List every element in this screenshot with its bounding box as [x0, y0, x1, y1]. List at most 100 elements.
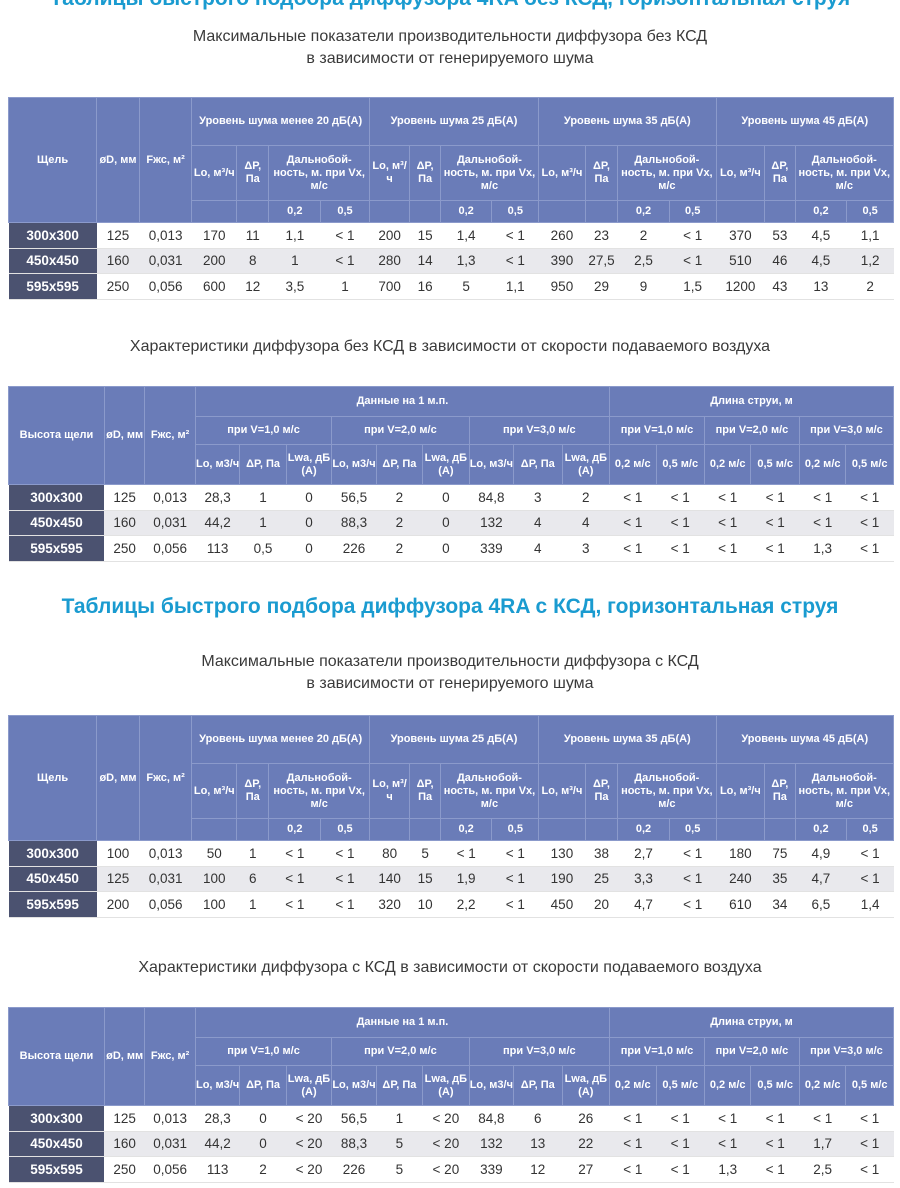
- table-cell: < 1: [704, 535, 751, 562]
- col-header-lo-blank: [538, 818, 586, 841]
- row-label: 595x595: [8, 535, 105, 562]
- table-cell: 5: [376, 1131, 423, 1157]
- col-header-dp: ΔP, Па: [584, 763, 619, 819]
- col-header-v02: 0,2: [439, 200, 493, 223]
- table-cell: < 1: [268, 866, 321, 892]
- table-cell: 3,3: [617, 866, 670, 892]
- table-cell: 1,3: [440, 248, 492, 274]
- table-cell: 6,5: [795, 891, 847, 918]
- col-header-s02: 0,2 м/с: [798, 444, 847, 485]
- table-cell: 1,4: [440, 222, 492, 249]
- table3-caption: Максимальные показатели производительнос…: [0, 651, 900, 695]
- table-cell: 0: [422, 535, 470, 562]
- table-row: 450x450 160 0,031 44,2 1 0 88,3 2 0 132 4 4 < 1 < 1 < …: [8, 510, 894, 536]
- table-cell: < 1: [656, 535, 705, 562]
- table-cell: 27,5: [585, 248, 618, 274]
- col-header-s02: 0,2 м/с: [703, 444, 752, 485]
- table-cell: 80: [369, 840, 410, 867]
- group-header-noise-25: Уровень шума 25 дБ(А): [368, 715, 540, 764]
- table-cell: 56,5: [331, 484, 377, 511]
- table-cell: 950: [538, 273, 586, 300]
- table-cell: 5: [440, 273, 492, 300]
- col-header-v05: 0,5: [320, 200, 370, 223]
- table-cell: 1200: [716, 273, 765, 300]
- col-header-dp: ΔP, Па: [375, 444, 424, 485]
- table-cell: < 1: [669, 222, 717, 249]
- table-cell: 88,3: [331, 510, 377, 536]
- table-cell: 125: [96, 866, 140, 892]
- table-cell: 200: [369, 222, 410, 249]
- table-cell: < 1: [750, 1105, 800, 1132]
- col-header-v02: 0,2: [794, 200, 848, 223]
- table-cell: 16: [409, 273, 441, 300]
- table-cell: 34: [764, 891, 796, 918]
- jet-speed-header-v3: при V=3,0 м/с: [798, 1037, 895, 1066]
- table-cell: 10: [409, 891, 441, 918]
- col-header-s02: 0,2 м/с: [703, 1065, 752, 1106]
- table-cell: 180: [716, 840, 765, 867]
- table4-caption: Характеристики диффузора с КСД в зависим…: [138, 959, 762, 976]
- table-row: 450x450 125 0,031 100 6 < 1 < 1 140 15 1,9 < 1 190 2…: [8, 866, 894, 892]
- table-cell: 20: [585, 891, 618, 918]
- table-cell: < 1: [320, 891, 370, 918]
- table-cell: 4: [513, 535, 563, 562]
- table-cell: 260: [538, 222, 586, 249]
- col-header-dp-blank: [584, 200, 619, 223]
- col-header-lo-blank: [191, 200, 238, 223]
- group-header-data: Данные на 1 м.п.: [194, 386, 611, 417]
- table-cell: 3: [562, 535, 610, 562]
- col-header-dp: ΔP, Па: [764, 145, 796, 201]
- table-row: 300x300 125 0,013 170 11 1,1 < 1 200 15 1,4 < 1 260…: [8, 222, 894, 249]
- table-row: 300x300 100 0,013 50 1 < 1 < 1 80 5 < 1 < 1 130 38 2,…: [8, 840, 894, 867]
- table-cell: 0,056: [144, 1156, 196, 1183]
- table-cell: < 1: [268, 891, 321, 918]
- table-row: 300x300 125 0,013 28,3 1 0 56,5 2 0 84,8 3 2 < 1 < 1 <…: [8, 484, 894, 511]
- table-cell: 84,8: [469, 484, 514, 511]
- group-header-noise-45: Уровень шума 45 дБ(А): [715, 97, 895, 146]
- table-cell: < 1: [846, 840, 894, 867]
- table2: Высота щели øD, мм Fжс, м² Данные на 1 м.п.…: [8, 386, 895, 562]
- table-cell: 610: [716, 891, 765, 918]
- col-header-v02: 0,2: [794, 818, 848, 841]
- table-cell: < 1: [491, 840, 539, 867]
- table-cell: 0,013: [139, 840, 192, 867]
- row-label: 450x450: [8, 1131, 105, 1157]
- table1-caption-line2: в зависимости от генерируемого шума: [306, 50, 594, 67]
- table-cell: 3,5: [268, 273, 321, 300]
- table-cell: 13: [795, 273, 847, 300]
- table-cell: 0: [239, 1131, 287, 1157]
- col-header-lo: Lo, м³/ч: [715, 763, 766, 819]
- table-cell: 0: [286, 484, 332, 511]
- table-cell: 160: [96, 248, 140, 274]
- table-cell: 8: [236, 248, 269, 274]
- table-cell: 43: [764, 273, 796, 300]
- col-header-s05: 0,5 м/с: [655, 1065, 705, 1106]
- col-header-v02: 0,2: [439, 818, 493, 841]
- table1: Щель øD, мм Fжс, м² Уровень шума менее 20 д…: [7, 97, 895, 300]
- table-cell: 0,056: [139, 273, 192, 300]
- col-header-v02: 0,2: [617, 200, 670, 223]
- table-cell: 4,7: [795, 866, 847, 892]
- table-cell: < 1: [656, 1156, 705, 1183]
- col-header-range: Дальнобой-ность, м. при Vx, м/с: [617, 145, 717, 201]
- col-header-dp: ΔP, Па: [409, 145, 441, 201]
- table-cell: < 1: [669, 891, 717, 918]
- row-label: 300x300: [8, 840, 97, 867]
- table-row: 595x595 250 0,056 600 12 3,5 1 700 16 5 1,1 950 29 9 1…: [8, 273, 894, 300]
- col-header-dp-blank: [764, 200, 796, 223]
- table-cell: 160: [104, 510, 145, 536]
- col-header-dp-blank: [409, 200, 441, 223]
- col-header-slot: Щель: [7, 97, 98, 223]
- table-cell: 370: [716, 222, 765, 249]
- table-cell: < 1: [320, 222, 370, 249]
- table-cell: 100: [191, 891, 237, 918]
- col-header-lo: Lo, м³/ч: [191, 763, 238, 819]
- table-cell: 14: [409, 248, 441, 274]
- row-label: 450x450: [8, 248, 97, 274]
- table-cell: < 1: [750, 510, 800, 536]
- table-row: 450x450 160 0,031 44,2 0 < 20 88,3 5 < 20 132 13 22…: [8, 1131, 894, 1157]
- group-header-noise-45: Уровень шума 45 дБ(А): [715, 715, 895, 764]
- col-header-f: Fжс, м²: [144, 1007, 196, 1106]
- col-header-od: øD, мм: [103, 386, 146, 485]
- table-cell: 5: [409, 840, 441, 867]
